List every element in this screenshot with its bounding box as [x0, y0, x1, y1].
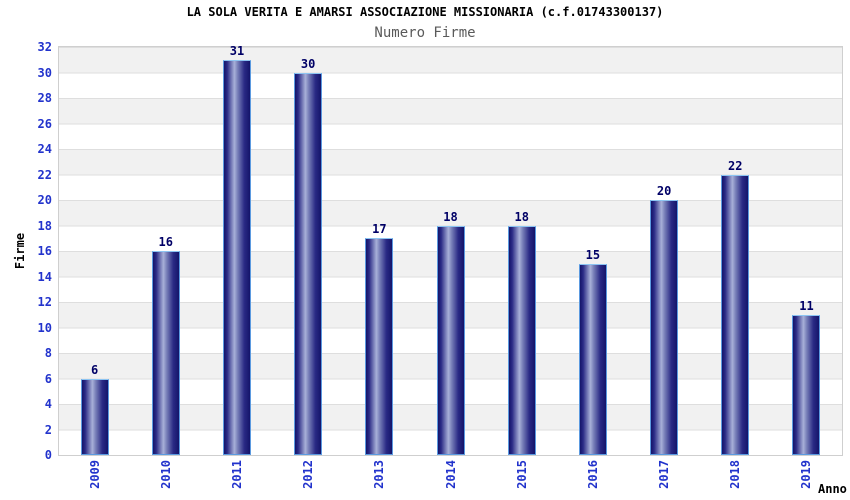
y-tick-label: 10 — [37, 320, 52, 335]
y-tick-label: 22 — [37, 167, 52, 182]
bar-value-label: 11 — [799, 298, 814, 313]
bar — [792, 314, 821, 455]
x-tick-slot: 2011 — [201, 460, 272, 500]
x-axis-labels: 2009 2010 2011 2012 2013 2014 2015 2016 2017 2018… — [59, 460, 842, 500]
x-tick-label: 2010 — [158, 460, 173, 489]
bar — [650, 200, 679, 455]
x-tick-slot: 2013 — [344, 460, 415, 500]
plot-area: 6 16 31 30 17 18 18 15 20 22 11 — [59, 43, 842, 455]
y-tick-label: 4 — [44, 397, 52, 411]
bar-slot: 31 — [201, 43, 272, 455]
bar-value-label: 17 — [372, 222, 387, 237]
bar — [151, 251, 180, 455]
bar — [365, 238, 394, 455]
x-tick-slot: 2017 — [629, 460, 700, 500]
bars-container: 6 16 31 30 17 18 18 15 20 22 11 — [59, 43, 842, 455]
bar-value-label: 6 — [90, 362, 99, 377]
y-tick-label: 32 — [37, 40, 52, 54]
bar-slot: 22 — [700, 47, 771, 455]
bar — [507, 225, 536, 455]
x-axis-title: Anno — [818, 482, 847, 496]
x-tick-label: 2014 — [443, 460, 458, 489]
x-tick-label: 2009 — [87, 460, 102, 489]
bar-slot: 20 — [629, 47, 700, 455]
x-tick-slot: 2010 — [130, 460, 201, 500]
chart-subtitle: Numero Firme — [374, 25, 476, 41]
x-tick-slot: 2009 — [59, 460, 130, 500]
y-tick-label: 24 — [37, 142, 52, 156]
bar-slot: 11 — [771, 47, 842, 455]
x-tick-slot: 2016 — [557, 460, 628, 500]
bar-slot: 18 — [486, 47, 557, 455]
bar-value-label: 15 — [585, 247, 601, 262]
bar — [578, 263, 607, 455]
bar — [80, 378, 109, 455]
x-tick-label: 2019 — [799, 460, 814, 489]
bar-slot: 17 — [344, 47, 415, 455]
y-tick-label: 28 — [37, 91, 52, 105]
x-tick-slot: 2014 — [415, 460, 486, 500]
y-tick-label: 26 — [37, 116, 52, 131]
bar-value-label: 22 — [728, 158, 743, 173]
bar-value-label: 20 — [656, 184, 672, 198]
bar-value-label: 31 — [229, 43, 245, 58]
x-tick-slot: 2012 — [273, 460, 344, 500]
bar-slot: 18 — [415, 47, 486, 455]
y-axis-labels: 0 2 4 6 8 10 12 14 16 18 20 22 24 26 28 30 32 — [0, 40, 52, 462]
bar-slot: 15 — [557, 47, 628, 455]
bar-slot: 30 — [273, 47, 344, 455]
y-tick-label: 6 — [44, 371, 52, 386]
y-tick-label: 20 — [37, 193, 52, 207]
y-tick-label: 0 — [44, 448, 52, 462]
x-tick-label: 2013 — [372, 460, 387, 489]
y-tick-label: 18 — [37, 218, 52, 233]
y-tick-label: 2 — [44, 422, 52, 437]
bar-value-label: 30 — [300, 56, 316, 71]
y-tick-label: 30 — [37, 65, 52, 80]
x-tick-slot: 2015 — [486, 460, 557, 500]
x-tick-label: 2018 — [728, 460, 743, 489]
x-tick-label: 2017 — [657, 460, 672, 489]
y-tick-label: 12 — [37, 295, 52, 309]
y-tick-label: 14 — [37, 269, 52, 284]
bar-value-label: 18 — [443, 209, 458, 224]
bar — [294, 72, 323, 455]
bar — [721, 174, 750, 455]
x-tick-label: 2015 — [514, 460, 529, 489]
chart-title: LA SOLA VERITA E AMARSI ASSOCIAZIONE MIS… — [186, 5, 664, 19]
bar-value-label: 16 — [158, 235, 173, 249]
bar — [222, 59, 251, 455]
bar-slot: 6 — [59, 47, 130, 455]
x-tick-label: 2011 — [229, 460, 244, 489]
x-tick-label: 2016 — [585, 460, 600, 489]
x-tick-slot: 2018 — [700, 460, 771, 500]
y-tick-label: 8 — [44, 346, 52, 360]
bar — [436, 225, 465, 455]
x-tick-label: 2012 — [301, 460, 316, 489]
y-tick-label: 16 — [37, 244, 52, 258]
bar-slot: 16 — [130, 47, 201, 455]
bar-value-label: 18 — [514, 209, 529, 224]
